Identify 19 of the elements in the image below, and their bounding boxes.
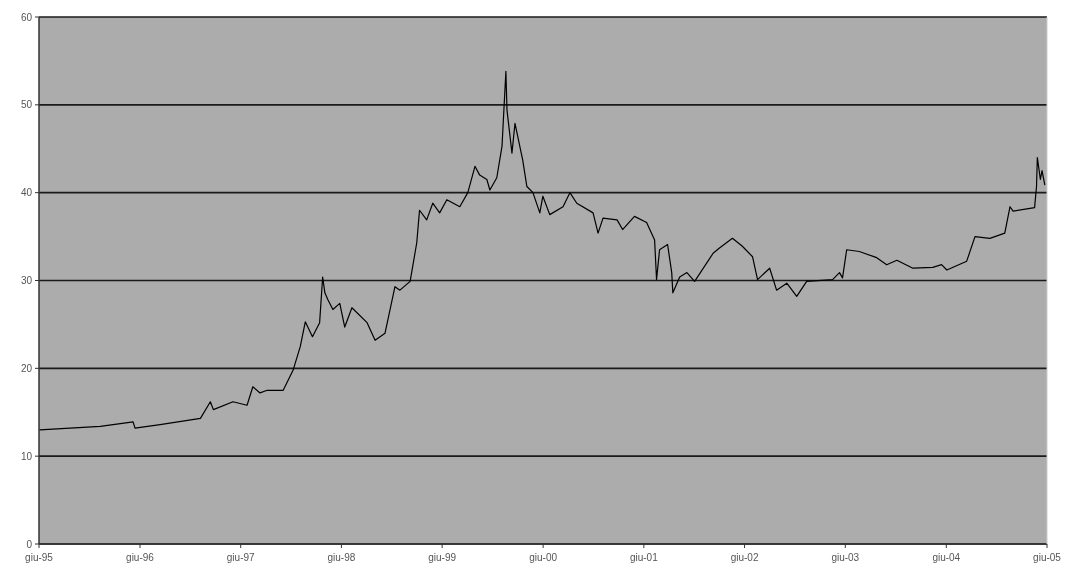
- y-tick-label: 60: [20, 11, 33, 23]
- y-tick-label: 0: [26, 538, 33, 550]
- x-tick-label: giu-95: [25, 552, 54, 563]
- x-tick-label: giu-02: [730, 552, 759, 563]
- x-tick-label: giu-98: [327, 552, 356, 563]
- y-tick-label: 10: [20, 450, 33, 462]
- y-tick-label: 20: [20, 362, 33, 374]
- y-tick-label: 50: [20, 99, 33, 111]
- x-tick-label: giu-99: [428, 552, 457, 563]
- y-tick-label: 30: [20, 275, 33, 286]
- x-tick-label: giu-04: [932, 552, 961, 563]
- x-tick-label: giu-01: [629, 552, 659, 563]
- x-tick-label: giu-97: [226, 552, 256, 563]
- y-tick-label: 40: [20, 187, 33, 199]
- x-tick-label: giu-00: [529, 552, 558, 563]
- x-tick-label: giu-05: [1033, 552, 1062, 563]
- line-series: [39, 70, 1046, 431]
- x-tick-label: giu-03: [831, 552, 860, 563]
- x-tick-label: giu-96: [126, 552, 155, 563]
